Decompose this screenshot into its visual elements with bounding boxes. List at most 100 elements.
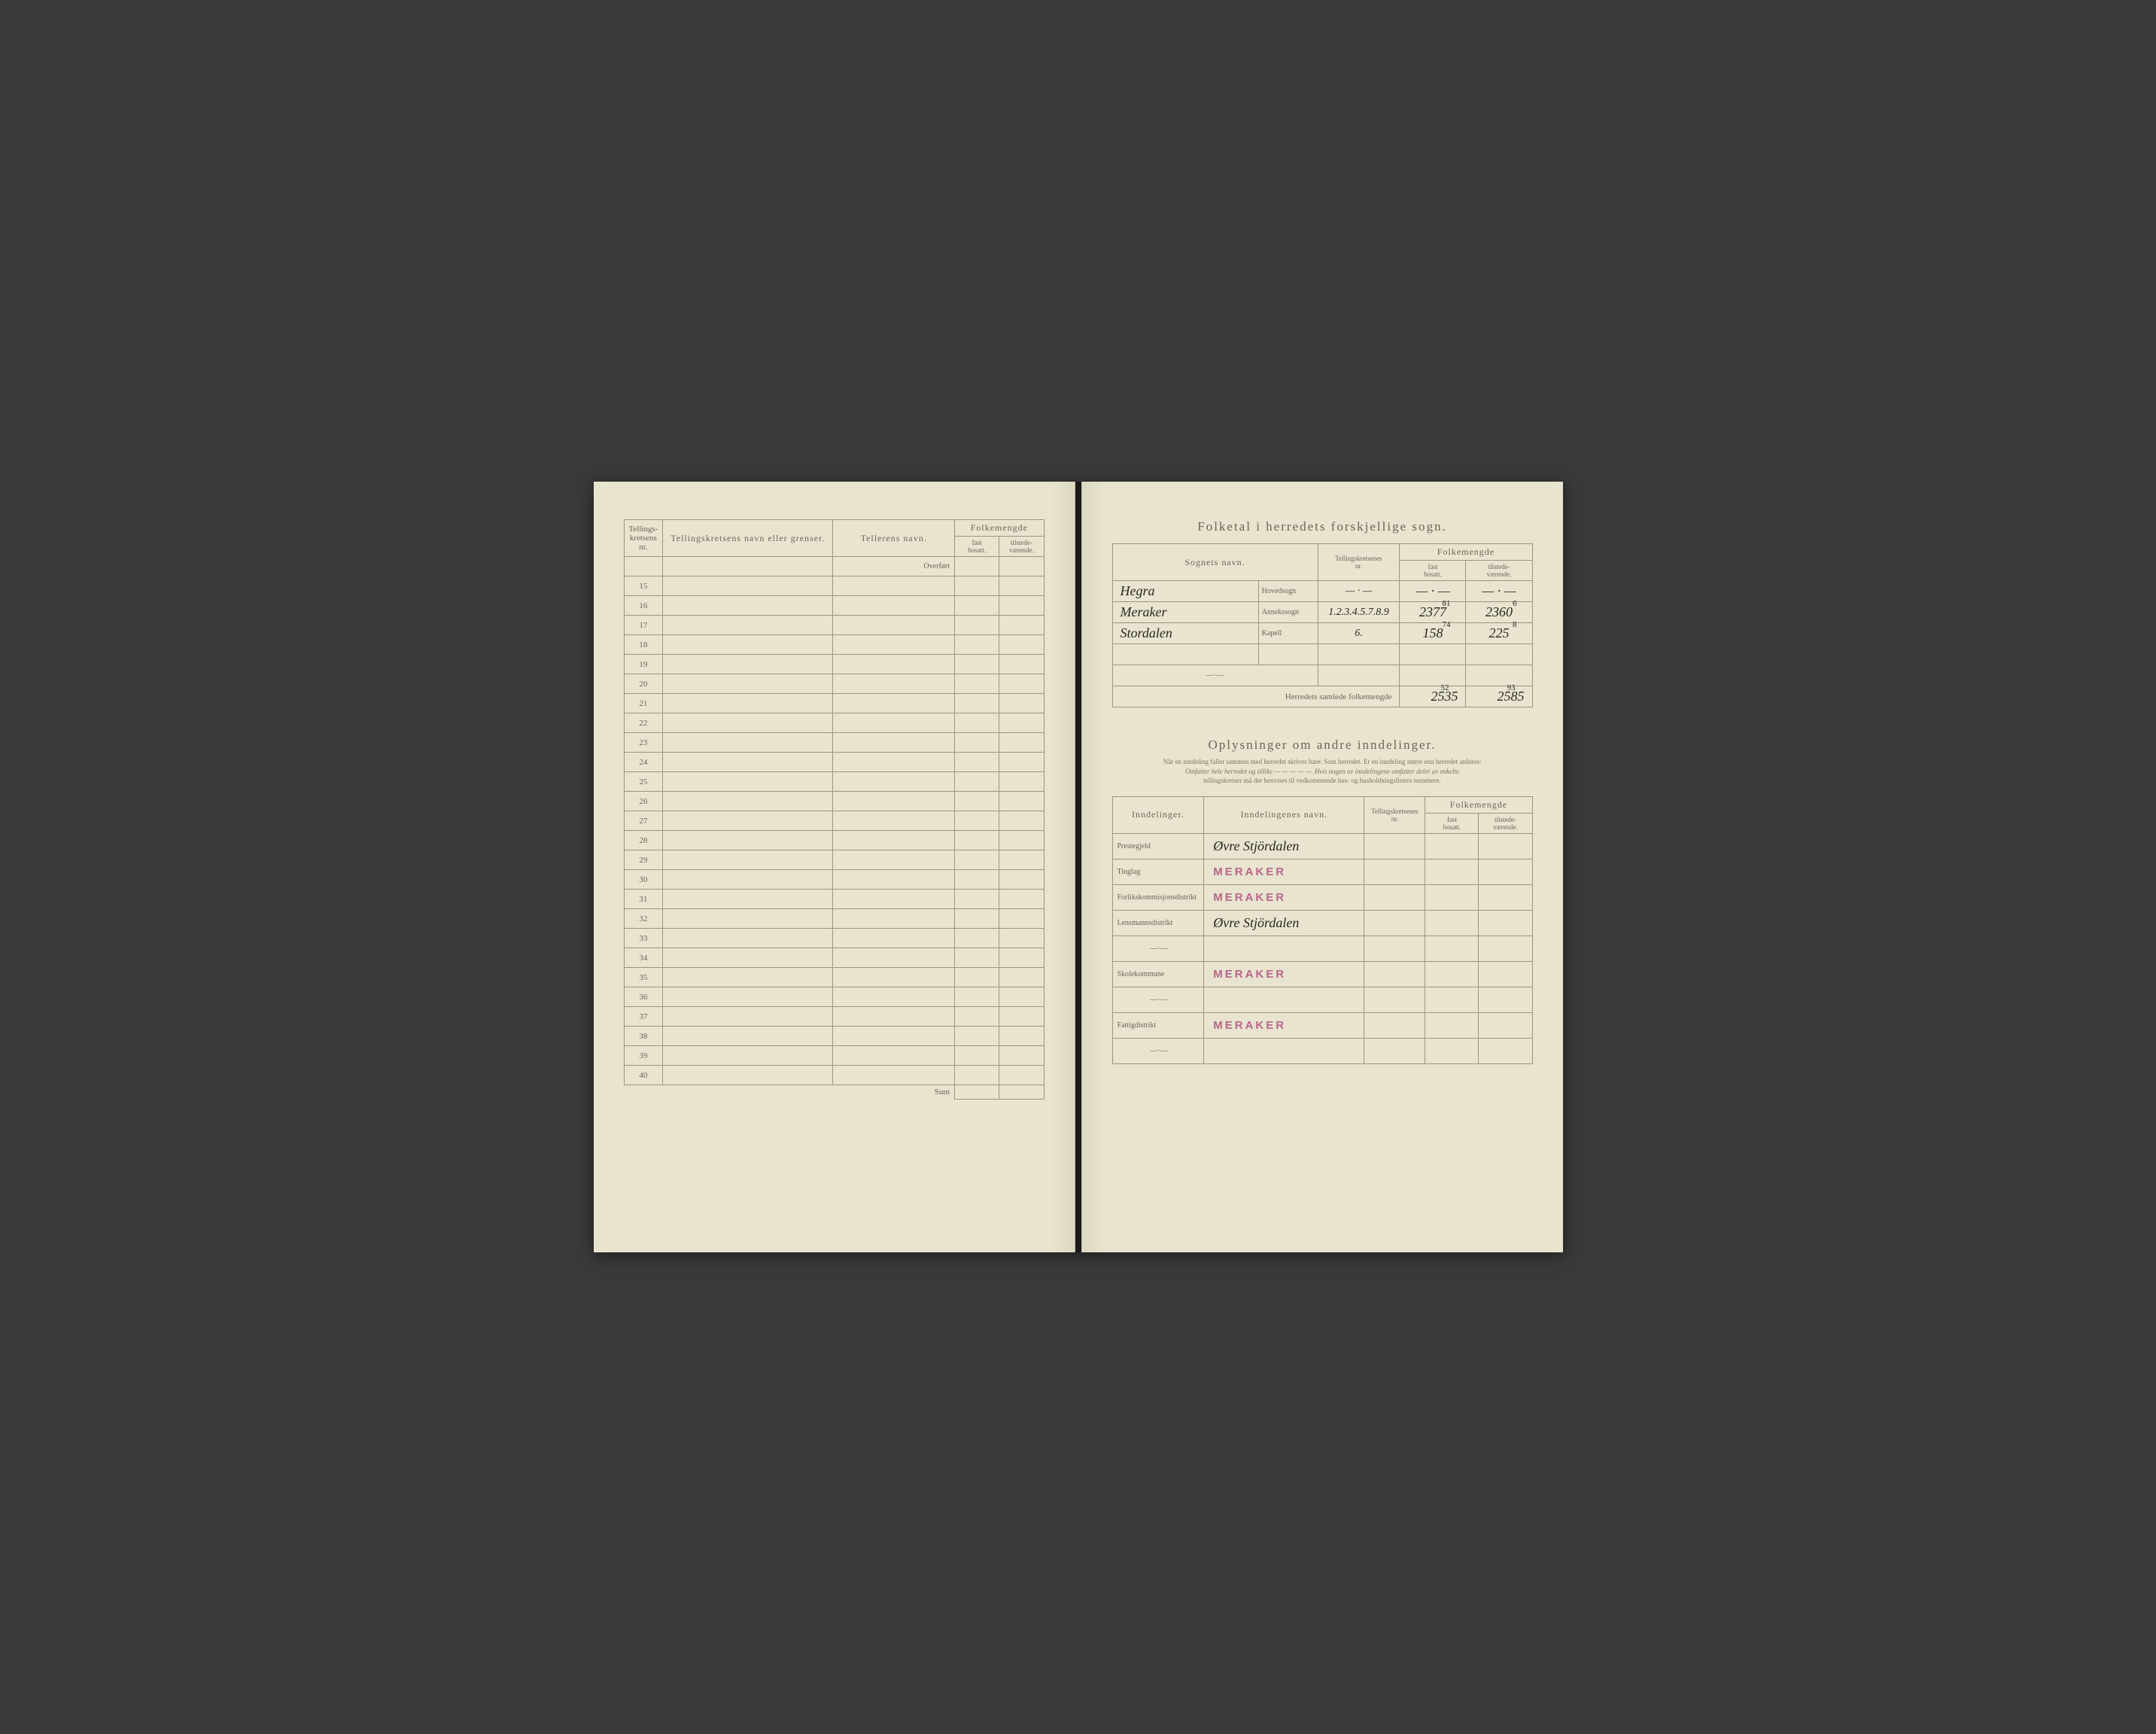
inndel-name-stamp: MERAKER xyxy=(1213,865,1286,878)
hdr-til2: værende. xyxy=(1009,546,1034,554)
sogn-hdr-til: tilstede- xyxy=(1488,563,1510,570)
inndel-hdr-nr-a: Tellingskretsenes xyxy=(1371,808,1418,815)
table-row: 23 xyxy=(624,733,1044,753)
row-number: 36 xyxy=(624,987,663,1007)
hdr-col1c: nr. xyxy=(639,543,647,552)
row-number: 18 xyxy=(624,635,663,655)
sogn-blank-row xyxy=(1112,644,1532,665)
row-number: 21 xyxy=(624,694,663,713)
table-row: 19 xyxy=(624,655,1044,674)
hdr-col2: Tellingskretsens navn eller grenser. xyxy=(663,520,833,557)
sogn-til: 225 xyxy=(1489,625,1509,640)
sogn-hdr-name: Sognets navn. xyxy=(1112,544,1318,581)
inndel-hdr-name: Inndelingenes navn. xyxy=(1204,796,1364,833)
sogn-type: Kapell xyxy=(1258,623,1318,644)
sogn-fast: — · — xyxy=(1416,583,1450,598)
table-row: 37 xyxy=(624,1007,1044,1027)
left-table: Tellings- kretsens nr. Tellingskretsens … xyxy=(624,519,1045,1100)
inndel-label: Tinglag xyxy=(1112,859,1204,884)
inndel-row: Tinglag MERAKER xyxy=(1112,859,1532,884)
sogn-type: Annekssogn xyxy=(1258,602,1318,623)
overfort-label: Overført xyxy=(833,557,955,576)
sogn-row: HegraHovedsogn— · —— · —— · — xyxy=(1112,581,1532,602)
left-page: Tellings- kretsens nr. Tellingskretsens … xyxy=(594,482,1075,1252)
sogn-table: Sognets navn. Tellingskretsenes nr. Folk… xyxy=(1112,543,1533,707)
sogn-til: — · — xyxy=(1482,583,1516,598)
sogn-hdr-til2: værende. xyxy=(1487,570,1512,578)
table-row: 27 xyxy=(624,811,1044,831)
inndel-row: —·— xyxy=(1112,935,1532,961)
instr-line-1: Når en inndeling faller sammen med herre… xyxy=(1163,758,1482,765)
inndel-name-stamp: MERAKER xyxy=(1213,1019,1286,1032)
table-row: 32 xyxy=(624,909,1044,929)
table-row: 35 xyxy=(624,968,1044,987)
inndel-name-stamp: MERAKER xyxy=(1213,891,1286,904)
sogn-hdr-nr-b: nr. xyxy=(1355,562,1362,570)
inndel-row: —·— xyxy=(1112,1038,1532,1063)
table-row: 26 xyxy=(624,792,1044,811)
sogn-name: Hegra xyxy=(1121,583,1155,598)
row-number: 27 xyxy=(624,811,663,831)
sum-label: Sum xyxy=(833,1085,955,1100)
total-fast-corr: 52 xyxy=(1440,683,1449,692)
sogn-til: 2360 xyxy=(1485,604,1513,619)
sogn-nr: 1.2.3.4.5.7.8.9 xyxy=(1328,607,1389,618)
hdr-col1b: kretsens xyxy=(630,534,657,543)
inndel-label: Forlikskommisjonsdistrikt xyxy=(1112,884,1204,910)
table-row: 29 xyxy=(624,850,1044,870)
inndel-hdr-fm: Folkemengde xyxy=(1425,796,1532,813)
inndel-hdr-fast2: bosatt. xyxy=(1443,823,1461,831)
inndel-table: Inndelinger. Inndelingenes navn. Telling… xyxy=(1112,796,1533,1064)
row-number: 28 xyxy=(624,831,663,850)
row-number: 16 xyxy=(624,596,663,616)
sum-row: Sum xyxy=(624,1085,1044,1100)
sogn-name: Meraker xyxy=(1121,604,1167,619)
table-row: 17 xyxy=(624,616,1044,635)
hdr-col3: Tellerens navn. xyxy=(833,520,955,557)
table-row: 21 xyxy=(624,694,1044,713)
document-spread: Tellings- kretsens nr. Tellingskretsens … xyxy=(594,482,1563,1252)
table-row: 40 xyxy=(624,1066,1044,1085)
row-number: 30 xyxy=(624,870,663,890)
row-number: 39 xyxy=(624,1046,663,1066)
table-row: 36 xyxy=(624,987,1044,1007)
sogn-hdr-nr-a: Tellingskretsenes xyxy=(1335,555,1382,562)
total-til-corr: 93 xyxy=(1507,683,1516,692)
inndel-hdr-nr-b: nr. xyxy=(1391,815,1398,823)
sogn-total-row: Herredets samlede folkemengde 52 2535 93… xyxy=(1112,686,1532,707)
section-title-2: Oplysninger om andre inndelinger. xyxy=(1112,738,1533,753)
hdr-col1a: Tellings- xyxy=(628,525,658,534)
row-number: 35 xyxy=(624,968,663,987)
sogn-nr: 6. xyxy=(1355,628,1363,639)
section-title-1: Folketal i herredets forskjellige sogn. xyxy=(1112,519,1533,534)
inndel-label: Prestegjeld xyxy=(1112,833,1204,859)
row-number: 32 xyxy=(624,909,663,929)
sogn-nr: — · — xyxy=(1346,586,1372,597)
inndel-row: SkolekommuneMERAKER xyxy=(1112,961,1532,987)
sogn-hdr-fm: Folkemengde xyxy=(1400,544,1532,561)
inndel-hdr-til: tilstede- xyxy=(1495,816,1516,823)
sogn-fast: 158 xyxy=(1422,625,1443,640)
inndel-hdr-label: Inndelinger. xyxy=(1112,796,1204,833)
table-row: 39 xyxy=(624,1046,1044,1066)
instructions: Når en inndeling faller sammen med herre… xyxy=(1112,757,1533,786)
inndel-row: Prestegjeld Øvre Stjördalen xyxy=(1112,833,1532,859)
table-row: 16 xyxy=(624,596,1044,616)
inndel-label: Lensmannsdistrikt xyxy=(1112,910,1204,935)
inndel-name-hand: Øvre Stjördalen xyxy=(1213,838,1299,853)
right-page: Folketal i herredets forskjellige sogn. … xyxy=(1081,482,1563,1252)
row-number: 20 xyxy=(624,674,663,694)
row-number: 24 xyxy=(624,753,663,772)
hdr-til: tilstede- xyxy=(1011,539,1032,546)
table-row: 22 xyxy=(624,713,1044,733)
sogn-hdr-fast: fast xyxy=(1428,563,1437,570)
row-number: 17 xyxy=(624,616,663,635)
sogn-row: StordalenKapell6.741588225 xyxy=(1112,623,1532,644)
table-row: 25 xyxy=(624,772,1044,792)
hdr-fast2: bosatt. xyxy=(968,546,986,554)
inndel-ditto: —·— xyxy=(1112,987,1204,1012)
row-number: 25 xyxy=(624,772,663,792)
table-row: 34 xyxy=(624,948,1044,968)
row-number: 37 xyxy=(624,1007,663,1027)
instr-line-2: Omfatter hele herredet og tillike — — — … xyxy=(1185,768,1459,775)
